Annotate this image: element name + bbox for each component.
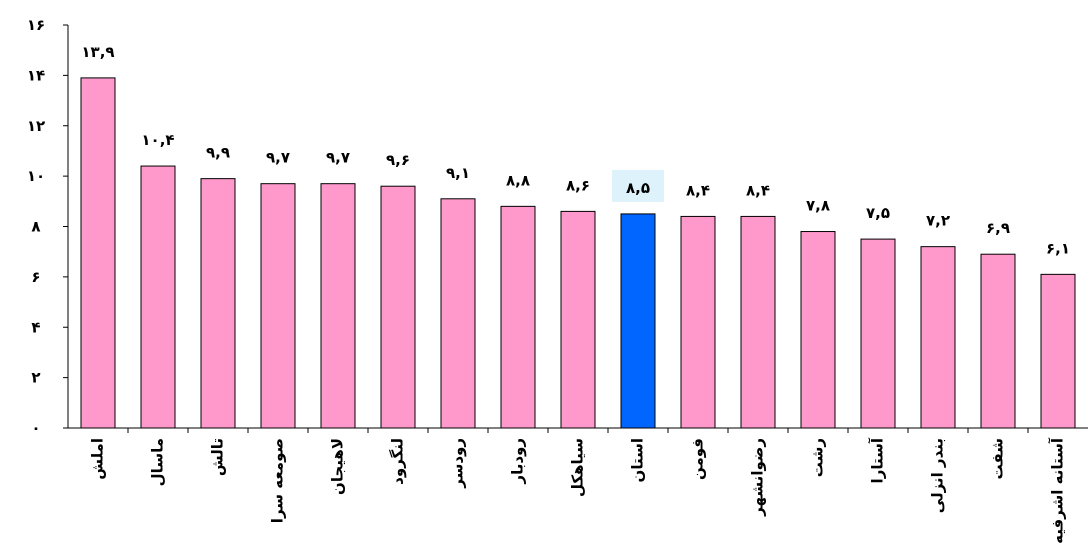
bar bbox=[860, 238, 896, 429]
category-label: لاهیجان bbox=[329, 438, 347, 495]
bar bbox=[680, 215, 716, 429]
bar bbox=[320, 183, 356, 429]
x-axis bbox=[68, 427, 1088, 433]
highlight-label-background bbox=[612, 169, 664, 202]
y-tick-label: ۲ bbox=[31, 369, 40, 387]
bar bbox=[380, 185, 416, 429]
y-tick-label: ۴ bbox=[31, 318, 40, 336]
category-label: صومعه سرا bbox=[269, 438, 287, 523]
highlight-label-background-group bbox=[612, 169, 664, 202]
category-label: رشت bbox=[809, 438, 827, 477]
bars-group bbox=[80, 77, 1076, 429]
data-label: ۸,۴ bbox=[686, 181, 710, 199]
bar bbox=[740, 215, 776, 429]
y-tick-label: ۸ bbox=[31, 218, 40, 236]
data-label: ۸,۵ bbox=[626, 179, 650, 197]
data-label: ۹,۹ bbox=[206, 144, 230, 162]
bar bbox=[980, 253, 1016, 429]
data-label: ۸,۸ bbox=[506, 171, 530, 189]
data-label: ۹,۷ bbox=[266, 149, 290, 167]
y-tick-label: ۰ bbox=[31, 419, 40, 437]
bar bbox=[260, 183, 296, 429]
data-label: ۹,۱ bbox=[446, 164, 470, 182]
category-label: شفت bbox=[989, 438, 1007, 479]
y-tick-label: ۱۶ bbox=[27, 16, 45, 34]
bar bbox=[1040, 273, 1076, 429]
category-label: استان bbox=[629, 438, 647, 482]
data-label: ۷,۸ bbox=[806, 197, 830, 215]
bar bbox=[800, 231, 836, 429]
bar bbox=[440, 198, 476, 429]
category-label: رودبار bbox=[509, 438, 527, 485]
bar bbox=[200, 178, 236, 429]
y-tick-label: ۶ bbox=[31, 268, 40, 286]
category-label: آستانه اشرفیه bbox=[1049, 437, 1067, 544]
y-tick-label: ۱۰ bbox=[27, 167, 45, 185]
bar bbox=[80, 77, 116, 429]
category-label: ماسال bbox=[149, 438, 167, 486]
data-label: ۱۰,۴ bbox=[141, 131, 174, 149]
data-label: ۸,۴ bbox=[746, 181, 770, 199]
category-label: رضوانشهر bbox=[749, 438, 767, 517]
category-label: املش bbox=[89, 438, 107, 480]
category-label: بندر انزلی bbox=[929, 438, 947, 513]
data-label: ۹,۷ bbox=[326, 149, 350, 167]
category-label: سیاهکل bbox=[569, 438, 587, 497]
category-label: فومن bbox=[689, 438, 707, 480]
category-label: آستارا bbox=[869, 437, 887, 483]
bar bbox=[560, 210, 596, 429]
bar-highlighted bbox=[620, 213, 656, 429]
bar bbox=[140, 165, 176, 429]
data-label: ۱۳,۹ bbox=[81, 43, 114, 61]
category-label: لنگرود bbox=[389, 438, 407, 485]
data-labels-group: ۱۳,۹ ۱۰,۴ ۹,۹ ۹,۷ ۹,۷ ۹,۶ ۹,۱ ۸,۸ ۸,۶ ۸,۵ ۸,۴ ۸,۴ ۷,… bbox=[81, 43, 1070, 257]
category-label: رودسر bbox=[449, 438, 467, 489]
y-tick-label: ۱۴ bbox=[27, 66, 45, 84]
data-label: ۸,۶ bbox=[566, 176, 590, 194]
data-label: ۶,۹ bbox=[986, 219, 1010, 237]
data-label: ۷,۵ bbox=[866, 204, 890, 222]
data-label: ۶,۱ bbox=[1046, 239, 1070, 257]
y-tick-label: ۱۲ bbox=[27, 117, 45, 135]
category-label: تالش bbox=[209, 438, 227, 476]
bar bbox=[920, 246, 956, 429]
category-labels-group: املش ماسال تالش صومعه سرا لاهیجان لنگرود رودسر… bbox=[89, 437, 1067, 544]
data-label: ۷,۲ bbox=[926, 212, 950, 230]
y-axis: ۰ ۲ ۴ ۶ ۸ ۱۰ ۱۲ ۱۴ ۱۶ bbox=[27, 16, 69, 437]
data-label: ۹,۶ bbox=[386, 151, 410, 169]
bar bbox=[500, 205, 536, 429]
